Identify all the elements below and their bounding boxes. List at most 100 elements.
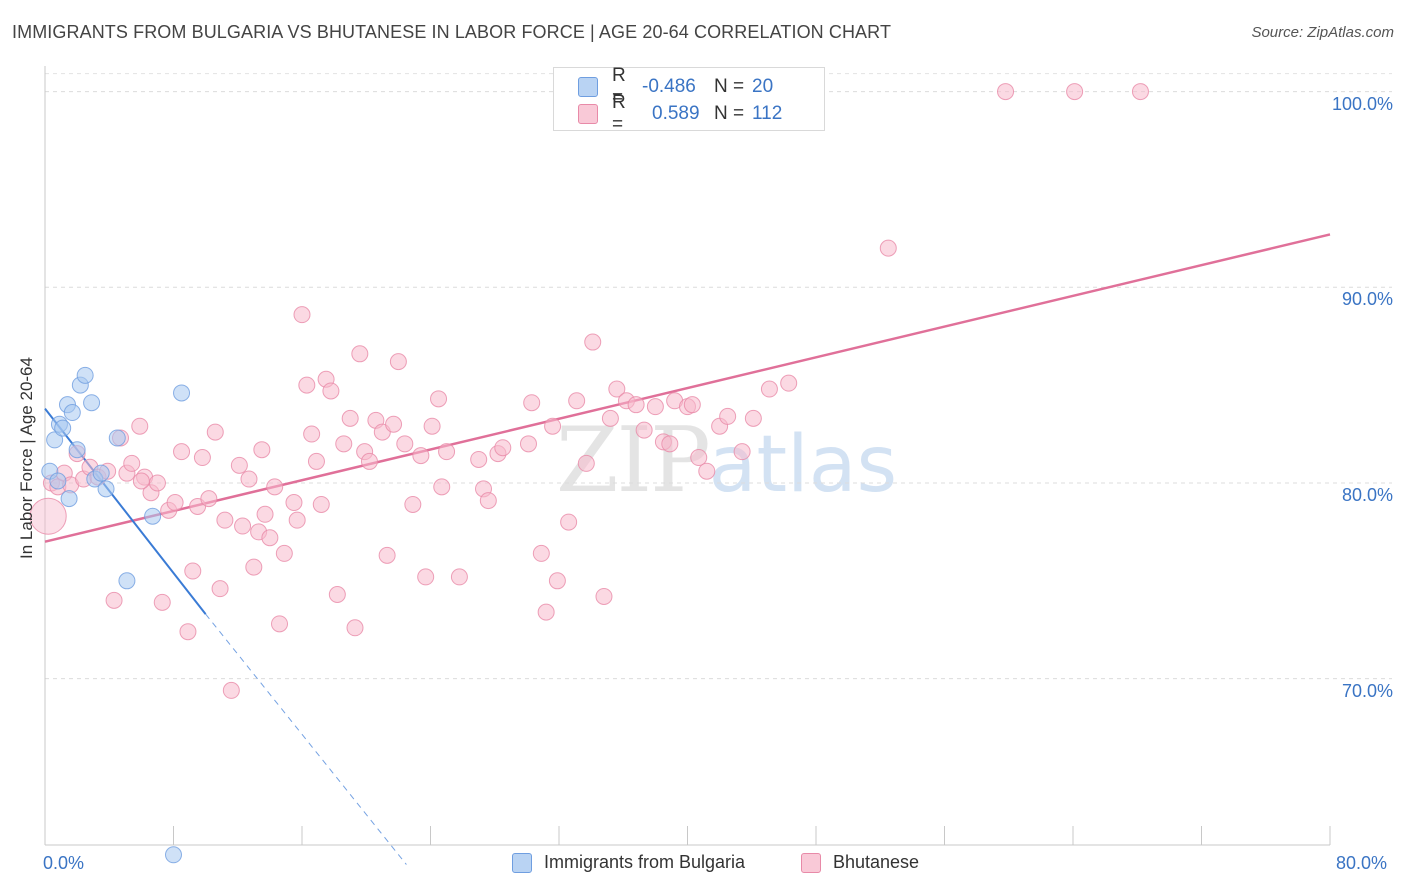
chart-title: IMMIGRANTS FROM BULGARIA VS BHUTANESE IN…: [12, 22, 892, 42]
source-label: Source: ZipAtlas.com: [1251, 24, 1394, 41]
data-points: [29, 83, 1149, 864]
point-bhutanese: [285, 494, 303, 512]
r-label: R =: [612, 92, 626, 135]
point-bhutanese: [385, 415, 403, 433]
point-bhutanese: [360, 452, 378, 470]
point-bhutanese: [293, 306, 311, 324]
point-bhutanese: [341, 409, 359, 427]
y-tick-label: 90.0%: [1341, 289, 1393, 310]
point-bhutanese: [234, 517, 252, 535]
x-tick-label-min: 0.0%: [43, 853, 85, 873]
point-bhutanese: [683, 396, 701, 414]
point-bhutanese: [412, 447, 430, 465]
point-bhutanese: [266, 478, 284, 496]
point-bhutanese: [131, 417, 149, 435]
point-bhutanese: [698, 462, 716, 480]
point-bhutanese: [595, 587, 613, 605]
point-bhutanese: [997, 83, 1015, 101]
point-bulgaria: [54, 419, 72, 437]
point-bhutanese: [396, 435, 414, 453]
point-bulgaria: [92, 464, 110, 482]
point-bhutanese: [690, 449, 708, 467]
point-bhutanese: [256, 505, 274, 523]
point-bulgaria: [165, 846, 182, 864]
point-bhutanese: [780, 374, 798, 392]
point-bulgaria: [76, 366, 94, 384]
point-bulgaria: [173, 384, 191, 402]
point-bhutanese: [245, 558, 263, 576]
legend-item-bhutanese[interactable]: Bhutanese: [801, 852, 919, 873]
point-bhutanese: [584, 333, 602, 351]
point-bhutanese: [646, 398, 664, 416]
point-bhutanese: [288, 511, 306, 529]
point-bhutanese: [346, 619, 364, 637]
r-value: 0.589: [652, 103, 700, 124]
point-bhutanese: [271, 615, 289, 633]
point-bhutanese: [261, 529, 279, 547]
point-bhutanese: [123, 454, 141, 472]
series-legend: Immigrants from Bulgaria Bhutanese: [0, 852, 1406, 876]
point-bhutanese: [378, 546, 396, 564]
legend-label: Immigrants from Bulgaria: [544, 852, 746, 872]
y-tick-label: 70.0%: [1341, 680, 1393, 701]
point-bulgaria: [60, 490, 78, 508]
point-bulgaria: [63, 404, 81, 422]
point-bhutanese: [433, 478, 451, 496]
point-bhutanese: [253, 441, 271, 459]
point-bhutanese: [560, 513, 578, 531]
trend-line-bulgaria-extension: [205, 613, 407, 865]
point-bhutanese: [322, 382, 340, 400]
point-bhutanese: [608, 380, 626, 398]
point-bhutanese: [132, 472, 150, 490]
point-bhutanese: [216, 511, 234, 529]
n-value: 20: [752, 76, 774, 97]
legend-swatch-pink: [578, 104, 598, 124]
point-bhutanese: [537, 603, 555, 621]
point-bhutanese: [544, 417, 562, 435]
point-bhutanese: [389, 353, 407, 371]
r-label: R =: [612, 65, 626, 108]
y-tick-label: 100.0%: [1331, 93, 1393, 114]
point-bhutanese: [222, 681, 240, 699]
x-tick-label-max: 80.0%: [1336, 853, 1388, 873]
point-bhutanese: [519, 435, 537, 453]
legend-swatch-pink: [801, 852, 821, 873]
point-bhutanese: [275, 544, 293, 562]
point-bulgaria: [49, 472, 67, 490]
point-bhutanese: [601, 409, 619, 427]
point-bulgaria: [108, 429, 126, 447]
legend-swatch-blue: [578, 77, 598, 97]
stats-row-bhutanese: R = 0.589 N = 112: [578, 92, 783, 135]
point-bhutanese: [760, 380, 778, 398]
point-bhutanese: [328, 586, 346, 604]
point-bhutanese: [568, 392, 586, 410]
n-value: 112: [752, 103, 783, 124]
grid-lines: [45, 73, 1392, 680]
point-bhutanese: [303, 425, 321, 443]
point-bhutanese: [577, 454, 595, 472]
axes: [44, 66, 1331, 846]
trend-line-bhutanese: [44, 233, 1331, 543]
y-tick-label: 80.0%: [1341, 484, 1393, 505]
point-bhutanese: [733, 443, 751, 461]
point-bulgaria: [83, 394, 101, 412]
stats-row-bulgaria: R = -0.486 N = 20: [578, 65, 774, 108]
y-axis-label: In Labor Force | Age 20-64: [17, 357, 36, 559]
point-bulgaria: [144, 507, 162, 525]
point-bhutanese: [193, 449, 211, 467]
watermark-atlas: atlas: [708, 420, 898, 510]
legend-swatch-blue: [512, 852, 532, 873]
point-bhutanese: [450, 568, 468, 586]
point-bhutanese: [635, 421, 653, 439]
stats-legend: R = -0.486 N = 20 R = 0.589 N = 112: [553, 65, 825, 135]
point-bhutanese: [430, 390, 448, 408]
legend-item-bulgaria[interactable]: Immigrants from Bulgaria: [512, 852, 745, 873]
point-bhutanese: [661, 435, 679, 453]
point-bhutanese: [206, 423, 224, 441]
legend-label: Bhutanese: [833, 852, 920, 872]
n-label: N =: [714, 76, 745, 97]
point-bhutanese: [148, 474, 166, 492]
point-bhutanese: [494, 439, 512, 457]
point-bhutanese: [335, 435, 353, 453]
point-bhutanese: [532, 544, 550, 562]
